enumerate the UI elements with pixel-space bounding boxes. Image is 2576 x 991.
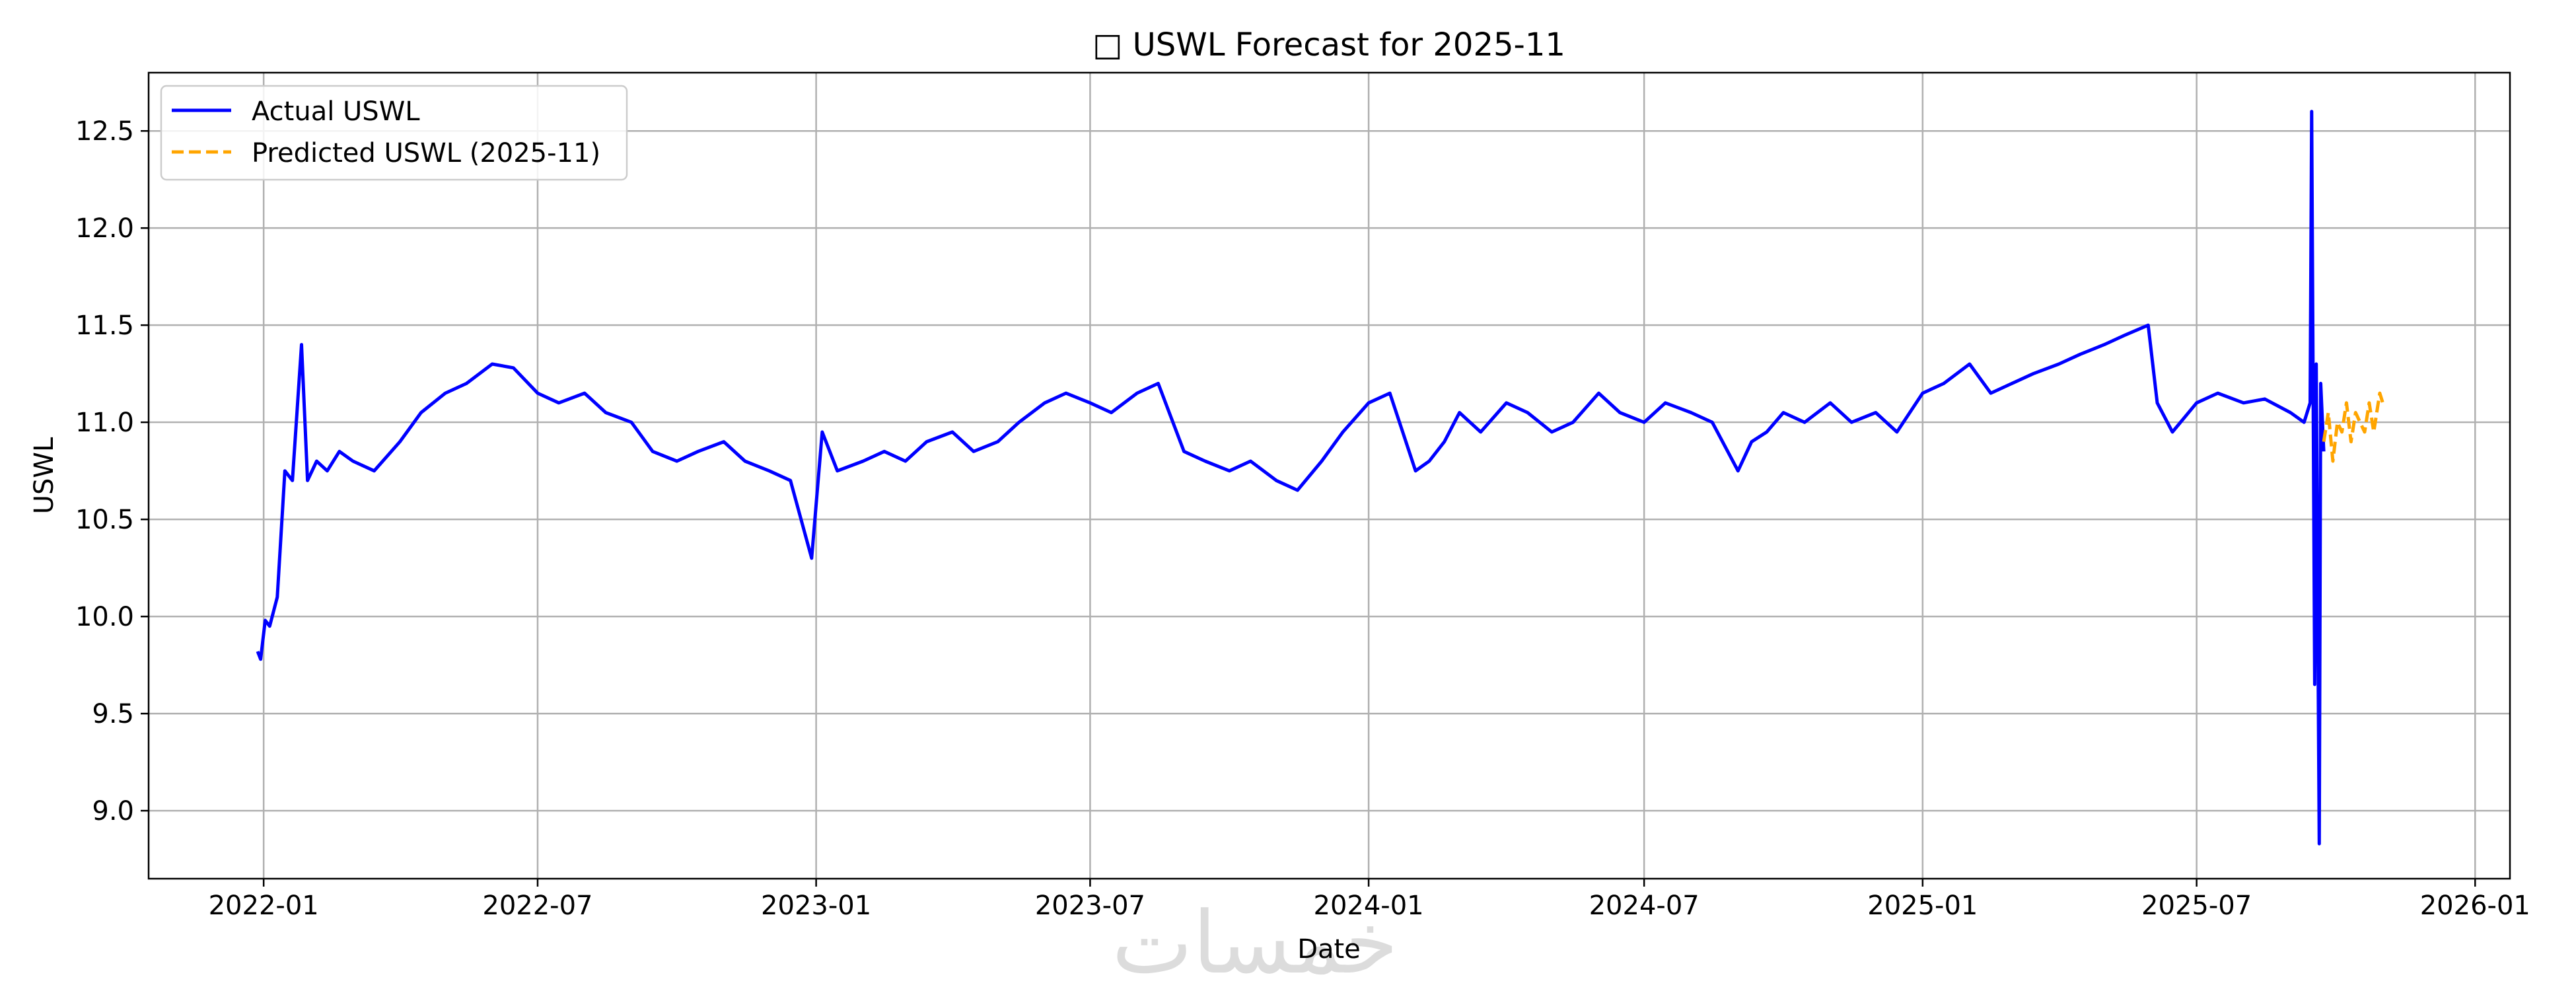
x-tick-label: 2022-07: [482, 891, 592, 921]
series-line-predicted: [2322, 391, 2384, 463]
x-tick-label: 2022-01: [209, 891, 319, 921]
watermark-text: خمسات: [1112, 893, 1398, 991]
x-tick-label: 2024-07: [1589, 891, 1699, 921]
legend-label-predicted: Predicted USWL (2025-11): [252, 138, 600, 168]
y-tick-label: 9.5: [92, 699, 134, 729]
x-tick-label: 2024-01: [1314, 891, 1424, 921]
x-tick-label: 2025-07: [2141, 891, 2252, 921]
grid-layer: [149, 73, 2510, 879]
y-tick-label: 12.5: [75, 116, 134, 147]
y-tick-label: 11.0: [75, 408, 134, 438]
legend-box: [160, 85, 628, 181]
x-tick-label: 2023-07: [1035, 891, 1145, 921]
y-tick-label: 10.0: [75, 602, 134, 632]
plot-frame: [147, 71, 2511, 880]
series-layer: [256, 110, 2384, 846]
series-line-actual: [256, 110, 2326, 846]
y-tick-label: 9.0: [92, 796, 134, 826]
y-tick-label: 11.5: [75, 311, 134, 341]
watermark-layer: خمسات: [1112, 893, 1398, 991]
legend-label-actual: Actual USWL: [252, 96, 420, 127]
x-axis-label: Date: [1297, 934, 1361, 965]
legend: Actual USWL Predicted USWL (2025-11): [160, 85, 628, 181]
y-tick-label: 12.0: [75, 213, 134, 244]
chart-title: □ USWL Forecast for 2025-11: [1092, 26, 1565, 63]
y-tick-label: 10.5: [75, 505, 134, 535]
tick-layer: 2022-01 2022-07 2023-01 2023-07 2024-01 2024-…: [75, 116, 2530, 921]
x-tick-label: 2026-01: [2420, 891, 2530, 921]
x-tick-label: 2025-01: [1867, 891, 1978, 921]
y-axis-label: USWL: [29, 437, 59, 514]
x-tick-label: 2023-01: [761, 891, 871, 921]
